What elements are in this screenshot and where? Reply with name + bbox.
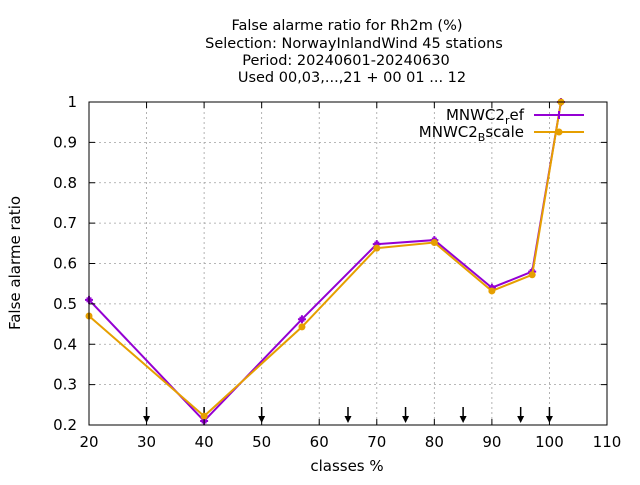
chart-title-line-1: False alarme ratio for Rh2m (%) bbox=[231, 18, 462, 34]
down-arrow-icon bbox=[402, 407, 410, 423]
chart-title-line-3: Period: 20240601-20240630 bbox=[242, 53, 450, 69]
x-tick-label: 40 bbox=[195, 433, 214, 451]
x-tick-label: 70 bbox=[367, 433, 386, 451]
y-tick-label: 1 bbox=[67, 93, 77, 111]
down-arrow-icon bbox=[517, 407, 525, 423]
series-2 bbox=[85, 98, 565, 420]
chart-title-line-4: Used 00,03,...,21 + 00 01 ... 12 bbox=[238, 70, 466, 86]
legend-label-rest: ef bbox=[509, 106, 524, 124]
data-point-center bbox=[299, 316, 305, 322]
down-arrow-head bbox=[459, 416, 467, 423]
data-point-center bbox=[374, 241, 380, 247]
chart-title: False alarme ratio for Rh2m (%) Selectio… bbox=[205, 18, 503, 86]
down-arrow-head bbox=[344, 416, 352, 423]
legend-label-main: MNWC2 bbox=[446, 106, 505, 124]
down-arrow-icon bbox=[459, 407, 467, 423]
legend-label-rest: scale bbox=[485, 123, 524, 141]
y-tick-label: 0.7 bbox=[53, 214, 77, 232]
data-point bbox=[430, 239, 438, 247]
y-tick-label: 0.6 bbox=[53, 255, 77, 273]
data-point bbox=[373, 244, 381, 252]
axis-ticks: 20 30 40 50 60 70 80 90 100 110 0.2 0.3 0.4 0.5 0.6 0.7… bbox=[53, 93, 621, 451]
y-tick-label: 0.8 bbox=[53, 174, 77, 192]
x-tick-label: 110 bbox=[593, 433, 622, 451]
data-point bbox=[488, 287, 496, 295]
x-tick-label: 60 bbox=[310, 433, 329, 451]
data-point bbox=[200, 412, 208, 420]
legend-label-main: MNWC2 bbox=[419, 123, 478, 141]
chart-title-line-2: Selection: NorwayInlandWind 45 stations bbox=[205, 36, 503, 52]
down-arrow-head bbox=[517, 416, 525, 423]
data-point bbox=[297, 315, 306, 324]
y-axis-label: False alarme ratio bbox=[6, 196, 24, 330]
y-tick-label: 0.3 bbox=[53, 376, 77, 394]
x-tick-label: 50 bbox=[252, 433, 271, 451]
y-tick-label: 0.5 bbox=[53, 295, 77, 313]
legend-entry-label: MNWC2Bscale bbox=[419, 123, 524, 144]
down-arrow-head bbox=[402, 416, 410, 423]
y-tick-label: 0.9 bbox=[53, 133, 77, 151]
y-tick-label: 0.2 bbox=[53, 416, 77, 434]
legend-label-subscript: r bbox=[505, 114, 510, 127]
series-line bbox=[88, 101, 562, 418]
x-tick-label: 100 bbox=[535, 433, 564, 451]
series-line bbox=[88, 101, 562, 423]
down-arrow-icon bbox=[344, 407, 352, 423]
y-tick-label: 0.4 bbox=[53, 335, 77, 353]
data-point bbox=[528, 271, 536, 279]
x-axis-label: classes % bbox=[310, 457, 383, 475]
x-tick-label: 80 bbox=[425, 433, 444, 451]
legend-label-subscript: B bbox=[478, 131, 486, 144]
x-tick-label: 20 bbox=[79, 433, 98, 451]
legend-marker bbox=[555, 128, 563, 136]
x-tick-label: 90 bbox=[482, 433, 501, 451]
grid bbox=[89, 102, 607, 425]
legend-marker bbox=[555, 111, 563, 119]
data-point bbox=[298, 323, 306, 331]
x-tick-label: 30 bbox=[137, 433, 156, 451]
legend-entry-label: MNWC2ref bbox=[446, 106, 525, 127]
